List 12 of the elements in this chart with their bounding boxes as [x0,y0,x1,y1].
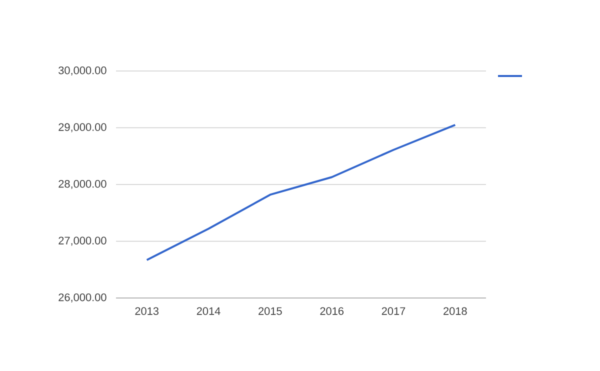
x-tick-label: 2016 [320,307,344,315]
x-tick-label: 2017 [382,307,406,315]
x-tick-label: 2018 [444,307,467,315]
y-tick-label: 26,000.00 [58,293,106,303]
y-tick-label: 28,000.00 [58,180,106,190]
y-tick-label: 29,000.00 [58,123,106,132]
line-series [146,124,456,261]
x-tick-label: 2014 [196,307,220,315]
y-tick-label: 30,000.00 [58,66,106,76]
x-tick-label: 2015 [258,307,282,315]
x-tick-label: 2013 [135,307,159,315]
y-tick-label: 27,000.00 [58,236,106,246]
